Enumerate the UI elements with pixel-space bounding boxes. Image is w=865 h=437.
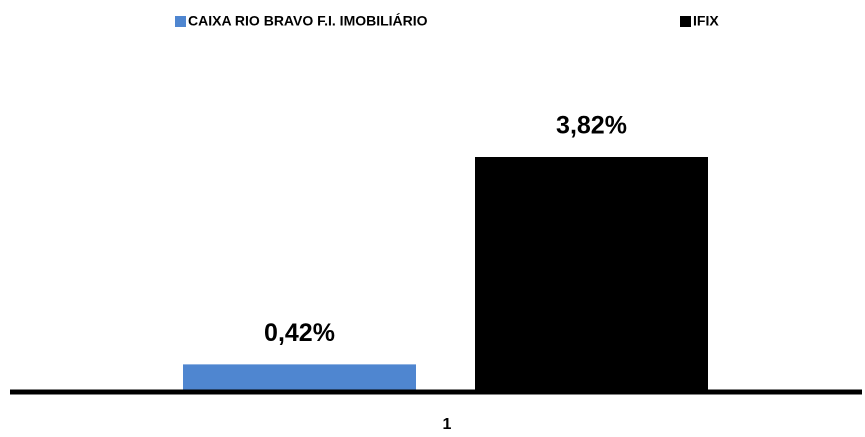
legend-label: CAIXA RIO BRAVO F.I. IMOBILIÁRIO <box>188 13 428 29</box>
legend-label: IFIX <box>693 13 719 29</box>
x-tick-label: 1 <box>443 416 452 433</box>
bar <box>475 157 708 390</box>
data-label: 3,82% <box>556 112 627 140</box>
legend-swatch <box>680 16 691 27</box>
data-label: 0,42% <box>264 319 335 347</box>
bar <box>183 364 416 390</box>
legend-swatch <box>175 16 186 27</box>
